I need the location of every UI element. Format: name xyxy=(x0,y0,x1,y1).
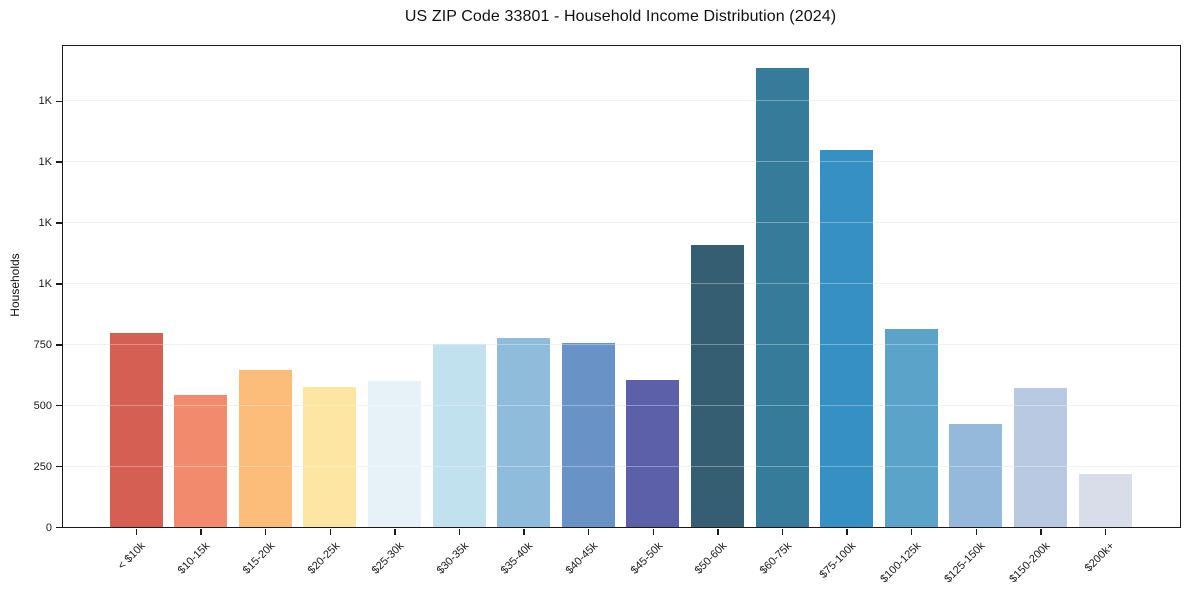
x-tick-label: $60-75k xyxy=(757,540,794,577)
bar-1 xyxy=(109,333,163,527)
bar-5 xyxy=(367,380,421,527)
y-tick-mark xyxy=(56,526,62,529)
x-tick-mark xyxy=(587,529,590,535)
y-tick-mark xyxy=(56,161,62,163)
bar-16 xyxy=(1078,473,1132,527)
bar-15 xyxy=(1013,388,1067,527)
y-tick-label: 1K xyxy=(38,95,52,108)
gridline-1000 xyxy=(63,282,1180,284)
bar-4 xyxy=(303,386,357,527)
bar-10 xyxy=(690,244,744,527)
x-tick-mark xyxy=(329,529,332,535)
y-tick-mark xyxy=(56,100,62,103)
gridline-750 xyxy=(63,343,1180,345)
x-tick-mark xyxy=(846,529,848,535)
x-tick-label: $50-60k xyxy=(692,540,730,577)
bars-layer xyxy=(63,46,1180,527)
x-tick-label: < $10k xyxy=(115,540,148,573)
x-tick-label: $10-15k xyxy=(175,540,213,577)
x-tick-label: $100-125k xyxy=(877,540,924,586)
x-tick-mark xyxy=(910,529,913,535)
x-tick-mark xyxy=(975,529,978,535)
gridline-1500 xyxy=(63,161,1180,163)
bar-12 xyxy=(820,150,874,527)
bar-13 xyxy=(884,329,938,527)
gridline-1750 xyxy=(63,100,1180,102)
chart-title: US ZIP Code 33801 - Household Income Dis… xyxy=(404,8,837,25)
bar-11 xyxy=(755,67,809,527)
x-tick-label: $150-200k xyxy=(1007,540,1053,586)
x-tick-mark xyxy=(1104,529,1107,535)
bar-2 xyxy=(174,395,228,527)
x-tick-label: $45-50k xyxy=(628,540,665,577)
x-tick-mark xyxy=(458,529,461,535)
gridline-750 xyxy=(63,343,1180,345)
x-tick-mark xyxy=(1040,529,1042,535)
gridline-1250 xyxy=(63,222,1180,224)
y-tick-label: 1K xyxy=(38,277,52,290)
y-tick-label: 250 xyxy=(33,460,52,473)
gridline-1750 xyxy=(63,100,1180,102)
bar-7 xyxy=(497,337,551,527)
y-tick-label: 500 xyxy=(33,399,52,412)
x-tick-label: $25-30k xyxy=(369,540,407,577)
y-tick-label: 750 xyxy=(33,338,52,351)
gridline-1000 xyxy=(63,282,1180,284)
y-tick-label: 1K xyxy=(38,217,52,230)
x-tick-mark xyxy=(523,529,525,535)
bar-6 xyxy=(432,344,486,527)
y-tick-label: 1K xyxy=(38,156,52,169)
x-tick-label: $35-40k xyxy=(498,540,536,577)
x-tick-label: $15-20k xyxy=(240,540,278,577)
bar-9 xyxy=(626,380,680,527)
x-tick-mark xyxy=(717,529,719,535)
x-tick-label: $20-25k xyxy=(305,540,342,577)
y-tick-mark xyxy=(56,404,62,407)
gridlines-overlay xyxy=(63,46,1180,527)
x-tick-mark xyxy=(200,529,202,535)
y-tick-mark xyxy=(56,222,62,224)
gridline-500 xyxy=(63,404,1180,406)
x-tick-mark xyxy=(264,529,267,535)
x-tick-mark xyxy=(135,529,138,535)
x-tick-mark xyxy=(394,529,396,535)
x-tick-label: $40-45k xyxy=(563,540,601,577)
x-tick-mark xyxy=(781,529,784,535)
x-tick-mark xyxy=(652,529,655,535)
bar-14 xyxy=(949,423,1003,527)
y-tick-label: 0 xyxy=(45,521,52,534)
x-tick-label: $125-150k xyxy=(942,540,988,586)
gridlines-under xyxy=(63,46,1180,527)
x-tick-label: $75-100k xyxy=(817,540,859,581)
x-tick-label: $30-35k xyxy=(434,540,471,577)
plot-area xyxy=(62,45,1181,528)
y-tick-mark xyxy=(56,283,62,285)
y-tick-mark xyxy=(56,344,62,346)
gridline-1250 xyxy=(63,222,1180,224)
gridline-250 xyxy=(63,465,1180,467)
x-tick-label: $200k+ xyxy=(1082,540,1117,575)
bar-3 xyxy=(238,369,292,527)
gridline-250 xyxy=(63,465,1180,467)
gridline-500 xyxy=(63,404,1180,406)
bar-8 xyxy=(561,342,615,527)
y-tick-mark xyxy=(56,465,62,468)
gridline-1500 xyxy=(63,161,1180,163)
